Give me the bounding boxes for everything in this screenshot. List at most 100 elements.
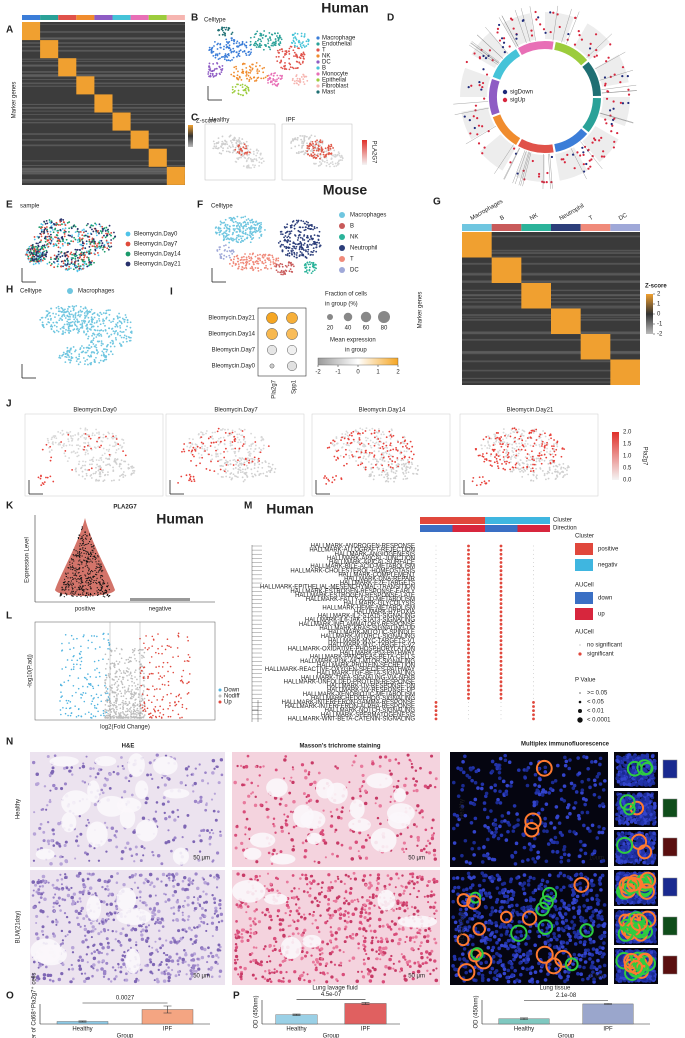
gene-dot bbox=[473, 126, 476, 130]
scale-bar bbox=[362, 140, 367, 165]
cell-dot bbox=[66, 315, 69, 317]
cell-dot bbox=[105, 435, 107, 438]
cell-dot bbox=[373, 450, 376, 453]
cell-dot bbox=[84, 317, 86, 320]
cell-dot bbox=[520, 448, 523, 451]
cell-dot bbox=[371, 452, 373, 454]
cell-dot bbox=[118, 312, 120, 315]
cell-dot bbox=[32, 253, 34, 256]
cell-dot bbox=[40, 226, 43, 228]
cell-dot bbox=[71, 236, 73, 238]
cell-dot bbox=[304, 249, 307, 252]
gene-dot bbox=[571, 153, 575, 156]
cell-dot bbox=[260, 221, 262, 224]
cell-dot bbox=[56, 234, 59, 237]
expression-point bbox=[83, 552, 85, 554]
cell-dot bbox=[303, 83, 306, 86]
cell-dot bbox=[117, 443, 120, 446]
cell-dot bbox=[356, 447, 359, 450]
cell-dot bbox=[85, 314, 88, 317]
cell-dot bbox=[52, 480, 55, 483]
cell-dot bbox=[248, 54, 251, 56]
cell-dot bbox=[71, 263, 74, 266]
cell-dot bbox=[344, 448, 347, 451]
cell-dot bbox=[528, 432, 531, 435]
cell-dot bbox=[364, 436, 367, 439]
gene-dot bbox=[594, 33, 598, 36]
gene-dot bbox=[580, 38, 584, 41]
cell-dot bbox=[314, 242, 317, 245]
cell-dot bbox=[289, 66, 292, 69]
cell-dot bbox=[112, 318, 115, 321]
cell-dot bbox=[238, 265, 240, 268]
cell-dot bbox=[73, 261, 76, 263]
cell-dot bbox=[400, 459, 403, 462]
panel-title: Bleomycin.Day14 bbox=[359, 408, 406, 414]
cell-dot bbox=[292, 39, 295, 42]
cell-dot bbox=[95, 428, 97, 431]
cell-dot bbox=[301, 253, 304, 256]
cell-dot bbox=[46, 262, 49, 265]
gene-spoke bbox=[599, 113, 634, 124]
cell-dot bbox=[89, 437, 92, 440]
cell-dot bbox=[209, 445, 212, 447]
cell-dot bbox=[224, 468, 227, 471]
cell-dot bbox=[248, 153, 250, 156]
cell-dot bbox=[236, 231, 238, 233]
cell-dot bbox=[99, 468, 102, 471]
cell-dot bbox=[284, 61, 286, 64]
expression-point bbox=[72, 558, 74, 561]
cell-dot bbox=[87, 335, 90, 338]
cell-dot bbox=[242, 443, 245, 446]
cell-dot bbox=[60, 220, 63, 222]
cell-dot bbox=[86, 349, 89, 352]
cell-dot bbox=[225, 26, 228, 29]
cell-dot bbox=[118, 479, 121, 481]
cell-dot bbox=[269, 471, 272, 474]
cell-dot bbox=[315, 246, 318, 249]
scale-tick-label: 0 bbox=[657, 312, 661, 318]
cell-dot bbox=[105, 350, 108, 353]
cell-dot bbox=[78, 237, 81, 239]
legend-label: T bbox=[350, 257, 354, 263]
cell-dot bbox=[95, 346, 98, 349]
cell-dot bbox=[365, 439, 368, 442]
cell-dot bbox=[211, 74, 214, 77]
cell-dot bbox=[274, 44, 277, 47]
expression-point bbox=[83, 591, 85, 593]
cell-dot bbox=[258, 460, 261, 462]
cell-dot bbox=[335, 436, 338, 438]
cell-dot bbox=[243, 50, 246, 53]
cell-dot bbox=[502, 442, 504, 445]
cell-dot bbox=[540, 454, 543, 457]
legend-label: Macrophage bbox=[322, 36, 356, 42]
cell-dot bbox=[237, 234, 240, 236]
heatmap-stripe bbox=[22, 60, 185, 62]
cell-dot bbox=[300, 248, 303, 251]
gene-dot bbox=[600, 136, 603, 139]
gene-dot bbox=[587, 54, 590, 57]
cell-dot bbox=[69, 361, 72, 364]
cell-dot bbox=[529, 459, 531, 462]
cell-dot bbox=[288, 270, 291, 273]
cell-dot bbox=[384, 473, 387, 476]
gene-dot bbox=[530, 29, 533, 32]
cell-dot bbox=[112, 445, 114, 448]
cell-dot bbox=[228, 44, 231, 47]
cell-dot bbox=[325, 156, 328, 159]
cell-dot bbox=[104, 329, 107, 331]
gene-spoke bbox=[520, 8, 531, 42]
cell-dot bbox=[87, 337, 89, 340]
cell-dot bbox=[87, 443, 90, 446]
cell-dot bbox=[303, 140, 305, 143]
cell-dot bbox=[222, 465, 224, 468]
cell-dot bbox=[81, 234, 84, 237]
cell-dot bbox=[28, 251, 31, 254]
gene-dot bbox=[485, 73, 489, 76]
cell-dot bbox=[83, 264, 85, 267]
cell-dot bbox=[234, 148, 237, 151]
cell-dot bbox=[321, 141, 324, 143]
cell-dot bbox=[224, 56, 226, 59]
cell-dot bbox=[303, 46, 306, 48]
cell-dot bbox=[48, 311, 51, 314]
